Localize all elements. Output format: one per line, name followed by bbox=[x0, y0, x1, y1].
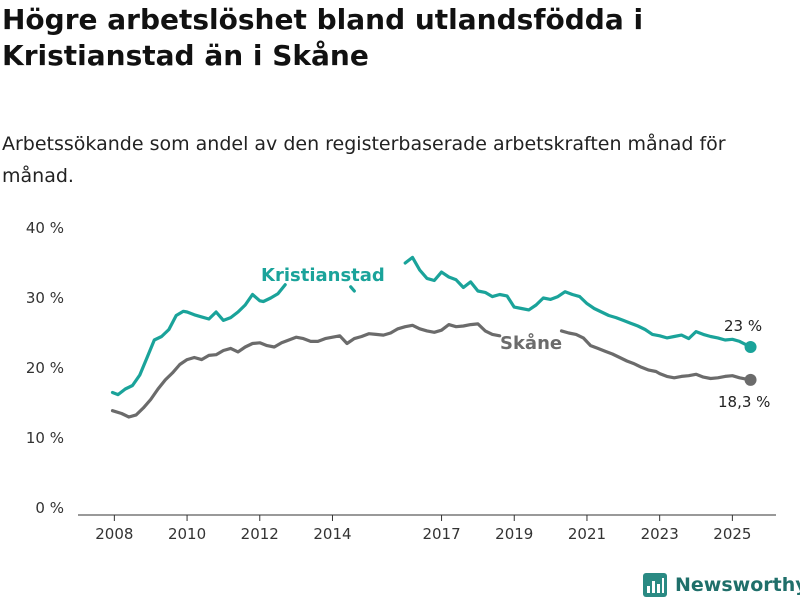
y-axis: 0 % 10 % 20 % 30 % 40 % bbox=[26, 219, 64, 517]
x-tick-label: 2014 bbox=[313, 525, 351, 543]
x-tick-label: 2019 bbox=[495, 525, 533, 543]
series-label-kristianstad: Kristianstad bbox=[261, 265, 385, 286]
y-tick-label: 10 % bbox=[26, 429, 64, 447]
series-label-skane: Skåne bbox=[500, 332, 562, 354]
y-tick-label: 20 % bbox=[26, 359, 64, 377]
end-label-kristianstad: 23 % bbox=[724, 317, 762, 335]
newsworthy-brand: Newsworthy bbox=[643, 570, 800, 600]
chart-subtitle: Arbetssökande som andel av den registerb… bbox=[2, 133, 726, 187]
x-tick-label: 2010 bbox=[168, 525, 206, 543]
x-tick-label: 2017 bbox=[422, 525, 460, 543]
series-line-kristianstad bbox=[110, 255, 753, 397]
chart-title: Högre arbetslöshet bland utlandsfödda i … bbox=[2, 3, 644, 72]
end-label-skane: 18,3 % bbox=[718, 393, 770, 411]
x-tick-label: 2012 bbox=[241, 525, 279, 543]
y-tick-label: 40 % bbox=[26, 219, 64, 237]
series-lines bbox=[110, 255, 757, 419]
y-tick-label: 30 % bbox=[26, 289, 64, 307]
y-tick-label: 0 % bbox=[35, 499, 64, 517]
x-tick-label: 2008 bbox=[95, 525, 133, 543]
series-line-skane bbox=[110, 322, 753, 419]
newsworthy-bar-chart-icon bbox=[643, 573, 667, 597]
brand-name: Newsworthy bbox=[675, 574, 800, 596]
x-tick-label: 2021 bbox=[568, 525, 606, 543]
end-point-kristianstad bbox=[744, 341, 757, 353]
x-tick-label: 2023 bbox=[641, 525, 679, 543]
end-point-skane bbox=[744, 373, 757, 386]
x-tick-label: 2025 bbox=[713, 525, 751, 543]
x-axis: 2008 2010 2012 2014 2017 2019 2021 2023 2025 bbox=[78, 514, 776, 543]
